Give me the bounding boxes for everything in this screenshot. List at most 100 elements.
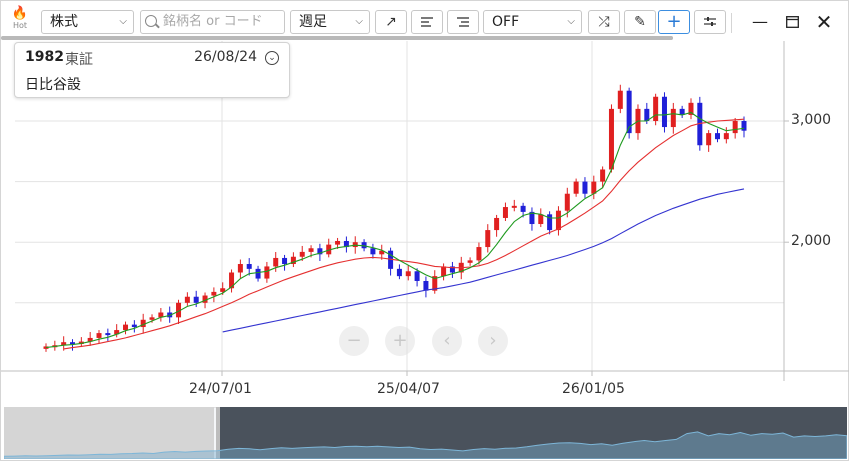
scrollbar-thumb[interactable] <box>1 36 673 40</box>
draw-button[interactable]: ✎ <box>624 10 656 34</box>
navigator-area <box>4 431 847 459</box>
candle-up <box>114 330 120 335</box>
candle-down <box>626 90 632 134</box>
pencil-icon: ✎ <box>634 14 646 30</box>
candle-up <box>158 312 164 318</box>
candle-up <box>184 296 190 303</box>
maximize-button[interactable] <box>780 10 804 34</box>
candle-down <box>255 268 261 279</box>
candle-up <box>706 133 712 146</box>
scroll-left-button[interactable]: ‹ <box>432 326 462 356</box>
period-value: 週足 <box>299 14 327 30</box>
toolbar-scrollbar[interactable] <box>1 36 673 40</box>
stock-date: 26/08/24 <box>194 49 257 65</box>
shuffle-icon: ⤮ <box>598 14 610 30</box>
candle-down <box>714 133 720 140</box>
compare-button[interactable]: ⤮ <box>588 10 620 34</box>
candle-down <box>388 250 394 269</box>
candle-up <box>485 230 491 248</box>
candle-down <box>547 214 553 231</box>
y-tick-label: 3,000 <box>791 112 832 128</box>
candle-down <box>529 211 535 225</box>
zoom-out-icon: − <box>346 330 362 351</box>
candle-up <box>405 271 411 277</box>
candle-down <box>520 205 526 212</box>
candle-up <box>43 346 49 349</box>
candle-down <box>679 108 685 115</box>
align-right-button[interactable] <box>447 10 479 34</box>
candle-down <box>741 121 747 131</box>
range-navigator[interactable] <box>4 407 847 459</box>
x-tick-label: 25/04/07 <box>377 381 440 397</box>
candle-down <box>105 333 111 336</box>
candle-up <box>237 264 243 273</box>
candle-up <box>502 207 508 218</box>
draw-trendline-button[interactable]: ↗ <box>375 10 407 34</box>
candle-down <box>423 280 429 291</box>
crosshair-plus-icon: + <box>666 11 682 32</box>
candle-down <box>582 181 588 194</box>
x-tick-label: 24/07/01 <box>189 381 252 397</box>
candle-up <box>78 341 84 345</box>
zoom-in-button[interactable]: + <box>385 326 415 356</box>
period-select[interactable]: 週足 ⌵ <box>290 10 370 34</box>
close-button[interactable]: ✕ <box>812 10 836 34</box>
scroll-right-button[interactable]: › <box>478 326 508 356</box>
candle-up <box>573 181 579 194</box>
zoom-in-icon: + <box>392 330 408 351</box>
asset-type-select[interactable]: 株式 ⌵ <box>41 10 134 34</box>
candle-up <box>211 291 217 296</box>
align-right-icon <box>457 17 469 27</box>
sliders-icon <box>704 17 716 26</box>
indicator-select[interactable]: OFF ⌵ <box>483 10 582 34</box>
candle-up <box>264 266 270 279</box>
toolbar-separator <box>731 13 732 33</box>
candle-up <box>476 247 482 261</box>
y-tick-label: 2,000 <box>791 233 832 249</box>
candle-up <box>220 288 226 292</box>
hot-button[interactable]: 🔥 Hot <box>9 7 31 35</box>
candle-up <box>670 108 676 128</box>
toolbar: 🔥 Hot 株式 ⌵ 銘柄名 or コード 週足 ⌵ ↗ OFF ⌵ ⤮ ✎ + <box>1 1 849 41</box>
candle-down <box>661 96 667 128</box>
candle-up <box>653 96 659 121</box>
candle-up <box>326 244 332 255</box>
zoom-out-button[interactable]: − <box>339 326 369 356</box>
crosshair-button[interactable]: + <box>658 10 690 34</box>
ma-long-line <box>222 188 745 333</box>
candle-down <box>131 324 137 328</box>
candle-down <box>370 248 376 255</box>
hot-flame-icon: 🔥 <box>11 6 29 21</box>
ma-mid-line <box>63 118 745 350</box>
candle-up <box>511 205 517 208</box>
candle-up <box>273 257 279 267</box>
candle-up <box>688 102 694 115</box>
ma-short-line <box>45 111 745 349</box>
candle-up <box>379 250 385 255</box>
candle-up <box>176 302 182 318</box>
candle-up <box>140 319 146 328</box>
candle-up <box>299 251 305 257</box>
candle-up <box>538 214 544 225</box>
candle-up <box>149 317 155 320</box>
candle-down <box>414 271 420 281</box>
chevron-down-circle-icon[interactable]: ⌄ <box>265 51 279 65</box>
minimize-button[interactable]: — <box>748 10 772 34</box>
candle-up <box>600 169 606 182</box>
arrow-ne-icon: ↗ <box>385 14 397 30</box>
candle-up <box>432 276 438 291</box>
candle-up <box>608 108 614 170</box>
close-icon: ✕ <box>815 10 833 34</box>
candle-down <box>282 257 288 265</box>
candle-up <box>352 242 358 248</box>
candle-down <box>361 242 367 249</box>
candle-up <box>467 260 473 263</box>
chevron-right-icon: › <box>489 330 497 351</box>
candle-down <box>193 296 199 303</box>
align-left-button[interactable] <box>411 10 443 34</box>
symbol-search-input[interactable]: 銘柄名 or コード <box>140 10 285 34</box>
chevron-left-icon: ‹ <box>443 330 451 351</box>
settings-button[interactable] <box>694 10 726 34</box>
